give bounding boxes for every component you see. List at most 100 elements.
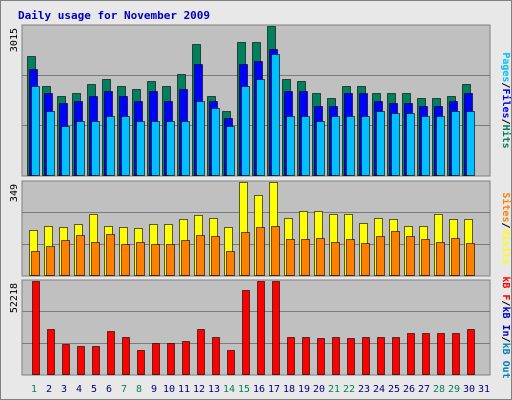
x-tick-label-8: 8	[136, 384, 142, 395]
x-tick-label-31: 31	[478, 384, 490, 395]
bar-visits-sites-day-16	[256, 227, 265, 276]
bar-visits-sites-day-2	[46, 246, 55, 276]
chart-title: Daily usage for November 2009	[18, 9, 211, 22]
bar-kbytes-kb-f-day-28	[437, 333, 445, 375]
bar-visits-sites-day-12	[196, 235, 205, 276]
x-tick-label-27: 27	[418, 384, 430, 395]
bar-visits-sites-day-7	[121, 244, 130, 276]
bar-visits-sites-day-28	[436, 242, 445, 276]
bar-usage-pages-day-24	[376, 111, 385, 176]
ymax-label-usage: 3015	[9, 28, 20, 52]
legend-item-usage-0: Pages	[500, 52, 511, 82]
bar-kbytes-kb-f-day-17	[272, 281, 280, 375]
x-tick-label-20: 20	[313, 384, 325, 395]
bar-usage-pages-day-5	[91, 121, 100, 176]
bar-visits-sites-day-14	[226, 251, 235, 276]
bar-kbytes-kb-f-day-14	[227, 350, 235, 375]
legend-item-kbytes-4: kB Out	[500, 343, 511, 379]
bar-usage-pages-day-20	[316, 121, 325, 176]
bar-kbytes-kb-f-day-22	[347, 338, 355, 375]
bar-kbytes-kb-f-day-25	[392, 337, 400, 375]
x-tick-label-22: 22	[343, 384, 355, 395]
bar-usage-pages-day-29	[451, 111, 460, 176]
x-tick-label-18: 18	[283, 384, 295, 395]
bar-usage-pages-day-14	[226, 126, 235, 176]
bar-kbytes-kb-f-day-18	[287, 337, 295, 375]
legend-visits: Sites/Visits	[500, 192, 512, 264]
bar-kbytes-kb-f-day-4	[77, 346, 85, 375]
legend-usage: Pages/Files/Hits	[500, 52, 512, 148]
bar-visits-sites-day-15	[241, 232, 250, 276]
bar-visits-sites-day-20	[316, 238, 325, 276]
bar-visits-sites-day-29	[451, 238, 460, 276]
bar-visits-sites-day-26	[406, 236, 415, 276]
bar-kbytes-kb-f-day-3	[62, 344, 70, 375]
bar-kbytes-kb-f-day-2	[47, 329, 55, 375]
bar-usage-pages-day-25	[391, 113, 400, 176]
x-tick-label-21: 21	[328, 384, 340, 395]
bar-usage-pages-day-10	[166, 121, 175, 176]
x-tick-label-12: 12	[193, 384, 205, 395]
bar-kbytes-kb-f-day-13	[212, 337, 220, 375]
x-tick-label-10: 10	[163, 384, 175, 395]
x-tick-label-6: 6	[106, 384, 112, 395]
bar-visits-sites-day-11	[181, 240, 190, 276]
bar-kbytes-kb-f-day-8	[137, 350, 145, 375]
bar-visits-sites-day-8	[136, 242, 145, 276]
bar-kbytes-kb-f-day-24	[377, 337, 385, 375]
bar-kbytes-kb-f-day-16	[257, 281, 265, 375]
bar-usage-pages-day-3	[61, 126, 70, 176]
bar-visits-sites-day-10	[166, 244, 175, 276]
legend-item-kbytes-1: /	[500, 300, 511, 306]
x-tick-label-26: 26	[403, 384, 415, 395]
panel-kbytes	[21, 279, 491, 376]
legend-item-kbytes-3: /	[500, 337, 511, 343]
x-tick-label-24: 24	[373, 384, 385, 395]
bar-kbytes-kb-f-day-29	[452, 333, 460, 375]
bar-kbytes-kb-f-day-19	[302, 337, 310, 375]
bar-kbytes-kb-f-day-7	[122, 337, 130, 375]
bar-visits-sites-day-17	[271, 226, 280, 276]
bar-usage-pages-day-1	[31, 86, 40, 176]
bar-usage-pages-day-22	[346, 116, 355, 176]
bar-usage-pages-day-23	[361, 116, 370, 176]
bar-kbytes-kb-f-day-26	[407, 333, 415, 375]
bar-visits-sites-day-9	[151, 244, 160, 276]
bar-usage-pages-day-26	[406, 113, 415, 176]
bar-kbytes-kb-f-day-15	[242, 290, 250, 375]
x-tick-label-7: 7	[121, 384, 127, 395]
bar-visits-sites-day-18	[286, 239, 295, 276]
x-tick-label-4: 4	[76, 384, 82, 395]
bar-kbytes-kb-f-day-9	[152, 343, 160, 375]
legend-item-visits-2: Visits	[500, 229, 512, 265]
legend-item-usage-3: /	[500, 119, 511, 125]
bar-visits-sites-day-6	[106, 234, 115, 276]
bar-kbytes-kb-f-day-5	[92, 346, 100, 375]
legend-kbytes: kB F/kB In/kB Out	[500, 276, 511, 378]
bar-kbytes-kb-f-day-27	[422, 333, 430, 375]
legend-item-visits-0: Sites	[500, 192, 512, 222]
bar-usage-pages-day-9	[151, 121, 160, 176]
bar-visits-sites-day-25	[391, 231, 400, 276]
bar-usage-pages-day-18	[286, 116, 295, 176]
bar-usage-pages-day-15	[241, 86, 250, 176]
bar-kbytes-kb-f-day-30	[467, 329, 475, 375]
x-tick-label-3: 3	[61, 384, 67, 395]
bar-visits-sites-day-1	[31, 251, 40, 276]
legend-item-usage-1: /	[500, 82, 511, 88]
bar-usage-pages-day-30	[466, 111, 475, 176]
bar-usage-pages-day-11	[181, 121, 190, 176]
bar-kbytes-kb-f-day-6	[107, 331, 115, 375]
x-tick-label-28: 28	[433, 384, 445, 395]
bar-usage-pages-day-4	[76, 121, 85, 176]
bar-visits-sites-day-19	[301, 239, 310, 276]
bar-usage-pages-day-6	[106, 116, 115, 176]
bar-visits-sites-day-27	[421, 239, 430, 276]
x-tick-label-23: 23	[358, 384, 370, 395]
x-tick-label-11: 11	[178, 384, 190, 395]
bar-visits-sites-day-4	[76, 235, 85, 276]
x-tick-label-16: 16	[253, 384, 265, 395]
ymax-label-visits: 349	[9, 184, 20, 202]
bar-visits-sites-day-30	[466, 243, 475, 276]
